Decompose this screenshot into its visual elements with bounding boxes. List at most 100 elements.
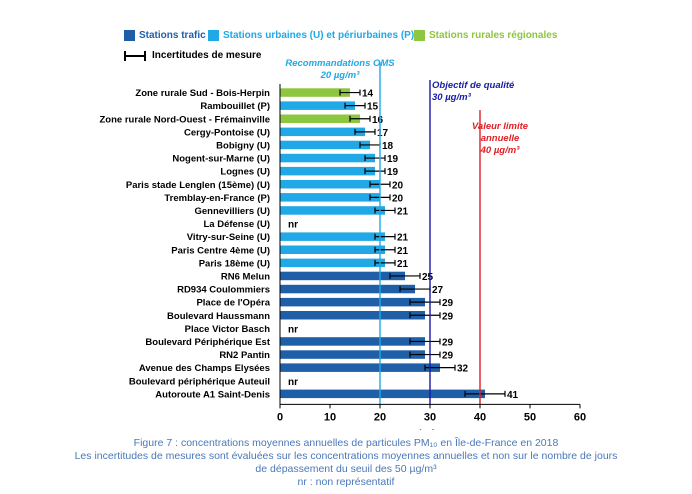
category-label: Tremblay-en-France (P) <box>164 193 270 204</box>
category-label: Bobigny (U) <box>216 140 270 151</box>
legend-item-urban: Stations urbaines (U) et périurbaines (P… <box>208 30 414 41</box>
bar <box>280 284 415 294</box>
data-label: 14 <box>362 89 374 100</box>
bar <box>280 258 385 268</box>
data-label: 21 <box>397 246 409 257</box>
bar <box>280 337 425 346</box>
legend-label-traffic: Stations trafic <box>139 30 206 41</box>
x-tick-label: 60 <box>574 411 586 423</box>
data-label: 29 <box>442 311 454 322</box>
x-tick-label: 40 <box>474 411 486 423</box>
category-label: RN2 Pantin <box>219 350 270 361</box>
data-label: 17 <box>377 128 389 139</box>
legend-swatch-traffic <box>124 30 135 41</box>
data-label-nr: nr <box>288 324 298 335</box>
bar <box>280 140 370 150</box>
reference-label-quality: 30 µg/m³ <box>432 92 472 103</box>
data-label-nr: nr <box>288 377 298 388</box>
data-label-nr: nr <box>288 220 298 231</box>
bar <box>280 193 380 202</box>
bar <box>280 153 375 163</box>
reference-label-quality: Objectif de qualité <box>432 80 515 91</box>
bar <box>280 88 350 97</box>
legend-label-uncertainty: Incertitudes de mesure <box>152 50 262 61</box>
figure-caption-line3: de dépassement du seuil des 50 µg/m³ <box>255 463 437 475</box>
category-label: Gennevilliers (U) <box>195 206 271 217</box>
category-label: Place Victor Basch <box>185 324 271 335</box>
x-axis-title: µg/m³ <box>405 428 435 430</box>
legend-item-rural: Stations rurales régionales <box>414 30 557 41</box>
category-label: Lognes (U) <box>220 167 270 178</box>
data-label: 16 <box>372 115 384 126</box>
category-label: Nogent-sur-Marne (U) <box>172 154 270 165</box>
bar <box>280 180 380 189</box>
legend-label-urban: Stations urbaines (U) et périurbaines (P… <box>223 30 415 41</box>
data-label: 32 <box>457 364 469 375</box>
category-label: Paris Centre 4ème (U) <box>171 245 270 256</box>
bar <box>280 271 405 281</box>
data-label: 19 <box>387 154 399 165</box>
figure-caption-line2: Les incertitudes de mesures sont évaluée… <box>74 450 618 462</box>
legend-swatch-urban <box>208 30 219 41</box>
category-label: RD934 Coulommiers <box>177 285 270 296</box>
data-label: 27 <box>432 285 444 296</box>
reference-label-oms: Recommandations OMS <box>285 58 395 69</box>
reference-label-limit: annuelle <box>481 133 520 144</box>
data-label: 20 <box>392 193 404 204</box>
error-bar-icon <box>124 50 146 61</box>
category-label: Zone rurale Sud - Bois-Herpin <box>135 88 270 99</box>
bar <box>280 127 365 137</box>
category-label: Paris stade Lenglen (15ème) (U) <box>126 180 270 191</box>
figure-caption-line4: nr : non représentatif <box>297 476 395 488</box>
category-label: Zone rurale Nord-Ouest - Frémainville <box>99 114 270 125</box>
category-label: Rambouillet (P) <box>200 101 270 112</box>
legend-swatch-rural <box>414 30 425 41</box>
reference-label-oms: 20 µg/m³ <box>320 70 361 81</box>
category-label: Autoroute A1 Saint-Denis <box>155 389 270 400</box>
legend-label-rural: Stations rurales régionales <box>429 30 558 41</box>
data-label: 29 <box>442 351 454 362</box>
x-tick-label: 10 <box>324 411 336 423</box>
reference-label-limit: Valeur limite <box>472 121 529 132</box>
category-label: Boulevard Périphérique Est <box>145 337 270 348</box>
bar <box>280 297 425 307</box>
data-label: 25 <box>422 272 434 283</box>
bar <box>280 389 485 399</box>
data-label: 29 <box>442 298 454 309</box>
bar-chart: Zone rurale Sud - Bois-Herpin 14 Rambouill… <box>99 58 586 430</box>
category-label: Boulevard périphérique Auteuil <box>129 376 270 387</box>
data-label: 21 <box>397 259 409 270</box>
bar <box>280 114 360 123</box>
category-label: Paris 18ème (U) <box>199 258 270 269</box>
bar <box>280 363 440 372</box>
category-label: Avenue des Champs Elysées <box>139 363 270 374</box>
legend-item-traffic: Stations trafic <box>124 30 206 41</box>
category-label: Vitry-sur-Seine (U) <box>187 232 270 243</box>
reference-label-limit: 40 µg/m³ <box>480 145 521 156</box>
bar <box>280 232 385 241</box>
x-tick-label: 50 <box>524 411 536 423</box>
x-tick-label: 0 <box>277 411 283 423</box>
category-label: Place de l'Opéra <box>196 298 270 309</box>
legend-item-uncertainty: Incertitudes de mesure <box>124 50 261 61</box>
category-label: Cergy-Pontoise (U) <box>184 127 270 138</box>
data-label: 21 <box>397 233 409 244</box>
bar <box>280 166 375 176</box>
bar <box>280 245 385 254</box>
figure-caption-line1: Figure 7 : concentrations moyennes annue… <box>133 437 559 449</box>
category-label: Boulevard Haussmann <box>167 311 270 322</box>
x-tick-label: 30 <box>424 411 436 423</box>
data-label: 18 <box>382 141 394 152</box>
data-label: 41 <box>507 390 519 401</box>
data-label: 21 <box>397 206 409 217</box>
bar <box>280 206 385 215</box>
bar <box>280 101 355 110</box>
data-label: 20 <box>392 180 404 191</box>
data-label: 29 <box>442 337 454 348</box>
data-label: 19 <box>387 167 399 178</box>
x-tick-label: 20 <box>374 411 386 423</box>
data-label: 15 <box>367 102 379 113</box>
bar <box>280 350 425 359</box>
category-label: La Défense (U) <box>203 219 270 230</box>
category-label: RN6 Melun <box>221 271 270 282</box>
